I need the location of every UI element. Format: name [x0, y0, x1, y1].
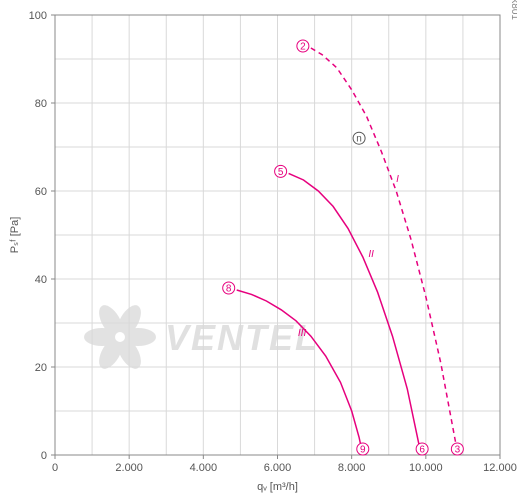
x-tick-label: 12.000	[483, 462, 517, 474]
chart-code-text: fb0636.dk4i6pk801	[509, 0, 517, 20]
marker-label-n: n	[356, 134, 362, 145]
fan-performance-chart: VENTEL02.0004.0006.0008.00010.00012.0000…	[0, 0, 517, 503]
y-tick-label: 20	[35, 362, 47, 374]
x-tick-label: 10.000	[409, 462, 443, 474]
plot-bg	[0, 0, 517, 503]
marker-label-9: 9	[360, 445, 366, 456]
y-tick-label: 40	[35, 274, 47, 286]
marker-label-3: 3	[455, 445, 461, 456]
x-tick-label: 6.000	[264, 462, 292, 474]
y-tick-label: 80	[35, 98, 47, 110]
series-label-II: II	[368, 249, 374, 260]
marker-label-8: 8	[226, 284, 232, 295]
x-axis-label: qᵥ [m³/h]	[257, 481, 298, 493]
y-tick-label: 0	[41, 450, 47, 462]
y-tick-label: 60	[35, 186, 47, 198]
x-tick-label: 2.000	[115, 462, 143, 474]
series-label-III: III	[298, 328, 307, 339]
y-axis-label: Pₛᶠ [Pa]	[9, 217, 21, 254]
x-tick-label: 4.000	[190, 462, 218, 474]
x-tick-label: 8.000	[338, 462, 366, 474]
chart-svg: VENTEL02.0004.0006.0008.00010.00012.0000…	[0, 0, 517, 503]
series-label-I: I	[396, 174, 399, 185]
x-tick-label: 0	[52, 462, 58, 474]
marker-label-6: 6	[419, 445, 425, 456]
y-tick-label: 100	[29, 10, 47, 22]
marker-label-2: 2	[300, 42, 306, 53]
marker-label-5: 5	[278, 167, 284, 178]
